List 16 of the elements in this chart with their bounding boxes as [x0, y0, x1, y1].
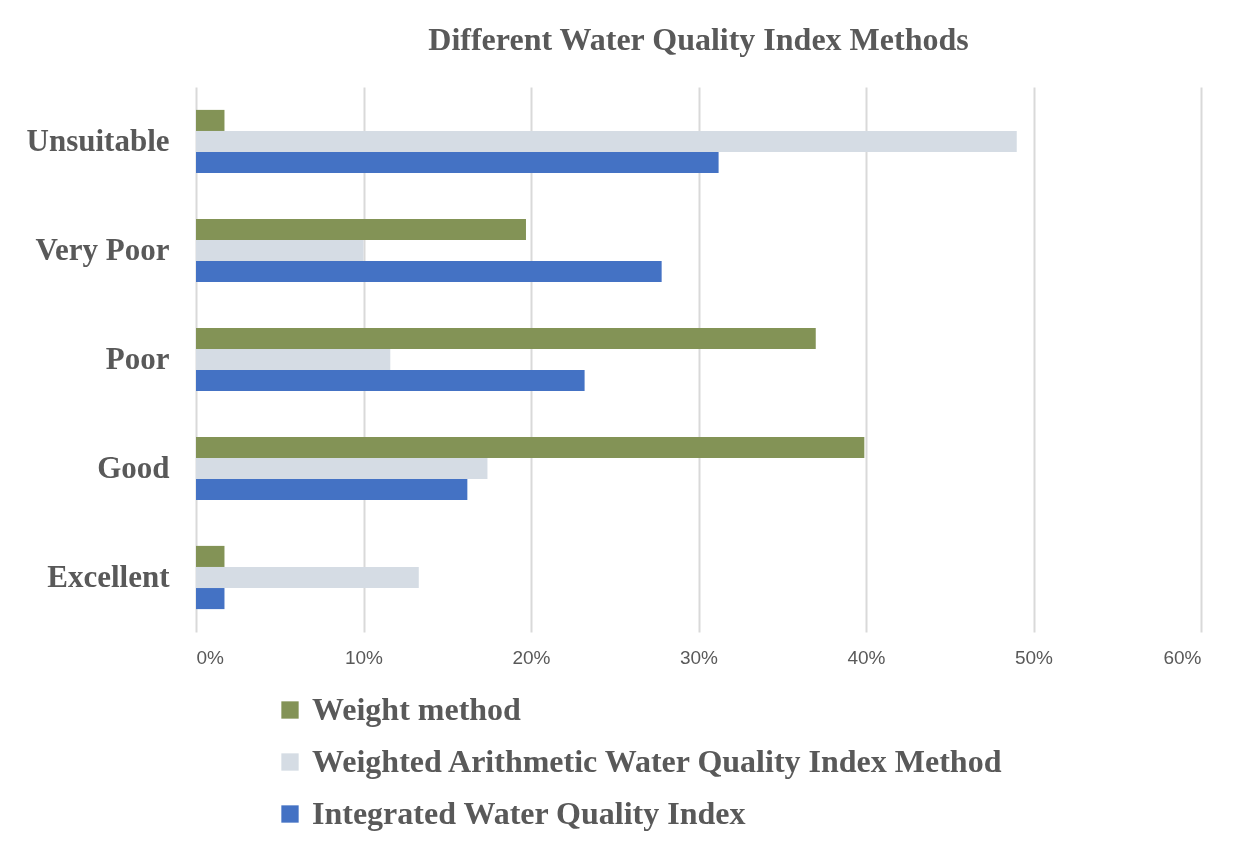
y-tick-label: Good	[97, 449, 170, 485]
x-tick-label: 0%	[196, 646, 225, 668]
y-tick-label: Very Poor	[35, 231, 170, 267]
legend-label: Integrated Water Quality Index	[312, 795, 746, 831]
x-tick-label: 10%	[344, 646, 384, 668]
y-tick-label: Unsuitable	[26, 122, 170, 158]
chart-title: Different Water Quality Index Methods	[428, 21, 969, 57]
x-tick-label: 50%	[1014, 646, 1054, 668]
x-tick-label: 40%	[847, 646, 886, 668]
y-tick-label: Poor	[105, 340, 170, 376]
legend-label: Weight method	[312, 691, 522, 727]
x-tick-label: 60%	[1163, 646, 1202, 668]
y-tick-label: Excellent	[47, 558, 171, 594]
x-tick-label: 20%	[512, 646, 551, 668]
legend-label: Weighted Arithmetic Water Quality Index Method	[312, 743, 1002, 779]
x-tick-label: 30%	[679, 646, 719, 668]
